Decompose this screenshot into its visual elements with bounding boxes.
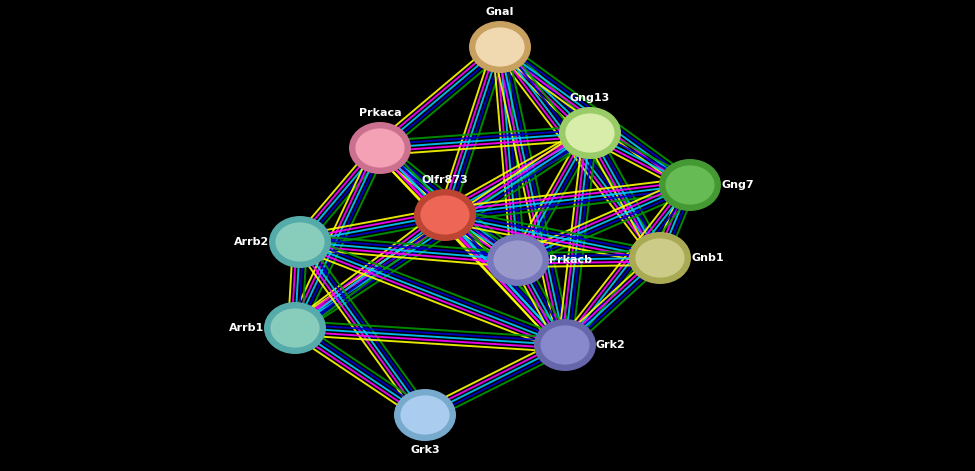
Ellipse shape: [474, 26, 526, 68]
Text: Gng7: Gng7: [721, 180, 754, 190]
Ellipse shape: [419, 194, 471, 236]
Text: Olfr873: Olfr873: [421, 175, 468, 185]
Ellipse shape: [354, 127, 406, 169]
Ellipse shape: [487, 234, 549, 286]
Ellipse shape: [414, 189, 476, 241]
Text: Prkacb: Prkacb: [549, 255, 592, 265]
Text: Arrb2: Arrb2: [234, 237, 269, 247]
Ellipse shape: [659, 159, 721, 211]
Text: Gng13: Gng13: [569, 93, 610, 103]
Text: Grk2: Grk2: [596, 340, 626, 350]
Ellipse shape: [269, 216, 331, 268]
Ellipse shape: [469, 21, 531, 73]
Text: Gnb1: Gnb1: [691, 253, 723, 263]
Ellipse shape: [269, 307, 321, 349]
Text: GnaI: GnaI: [486, 7, 514, 17]
Ellipse shape: [564, 112, 616, 154]
Ellipse shape: [264, 302, 326, 354]
Ellipse shape: [349, 122, 411, 174]
Ellipse shape: [539, 324, 591, 366]
Ellipse shape: [492, 239, 544, 281]
Ellipse shape: [634, 237, 686, 279]
Ellipse shape: [664, 164, 716, 206]
Text: Grk3: Grk3: [410, 445, 440, 455]
Ellipse shape: [629, 232, 691, 284]
Text: Arrb1: Arrb1: [229, 323, 264, 333]
Ellipse shape: [559, 107, 621, 159]
Ellipse shape: [534, 319, 596, 371]
Ellipse shape: [274, 221, 326, 263]
Ellipse shape: [394, 389, 456, 441]
Ellipse shape: [399, 394, 451, 436]
Text: Prkaca: Prkaca: [359, 108, 402, 118]
